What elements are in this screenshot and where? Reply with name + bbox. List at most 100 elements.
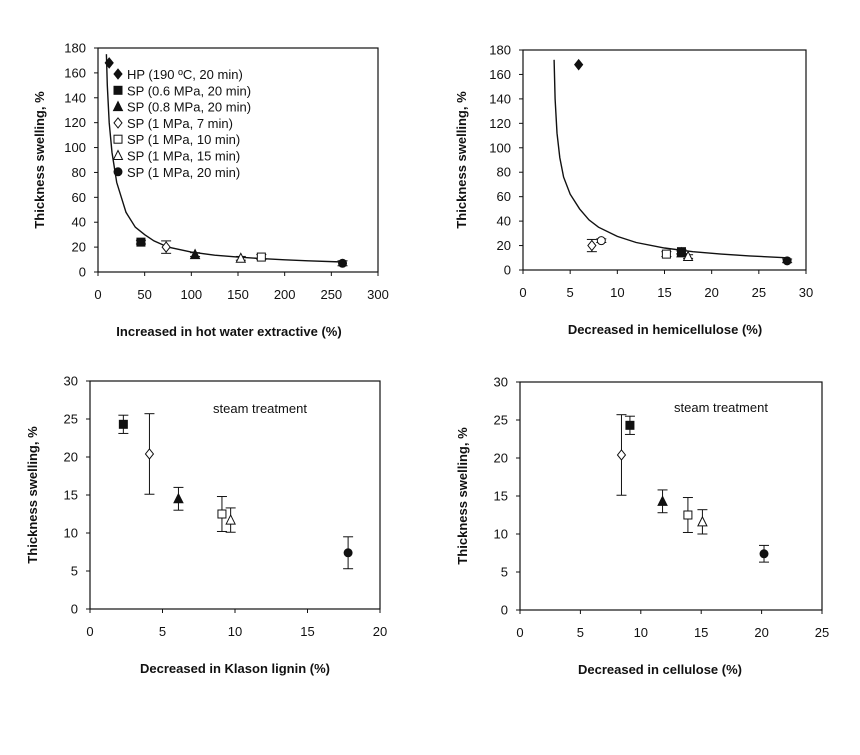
legend-marker [112, 100, 124, 112]
legend-label: SP (1 MPa, 10 min) [127, 132, 240, 147]
y-tick-label: 0 [71, 602, 78, 617]
y-tick-label: 100 [64, 140, 86, 155]
legend-marker [113, 167, 123, 177]
chart-cellulose: 0 5 10 15 20 25 0 5 10 15 20 25 30 Decreased in cellu… [455, 375, 829, 678]
x-tick-label: 0 [86, 624, 93, 639]
data-point [697, 515, 708, 527]
y-tick-label: 25 [494, 413, 508, 428]
y-axis-label: Thickness swelling, % [25, 426, 40, 564]
y-tick-label: 180 [489, 43, 511, 58]
x-axis-label: Decreased in Klason lignin (%) [140, 661, 330, 676]
data-point [136, 237, 146, 247]
data-point [343, 548, 353, 558]
data-point [256, 252, 266, 262]
y-tick-label: 25 [64, 412, 78, 427]
legend-label: SP (1 MPa, 20 min) [127, 165, 240, 180]
x-tick-label: 10 [610, 285, 624, 300]
y-tick-label: 120 [64, 115, 86, 130]
x-tick-label: 5 [577, 625, 584, 640]
x-tick-label: 50 [137, 287, 151, 302]
data-point [104, 57, 114, 69]
x-tick-label: 300 [367, 287, 389, 302]
y-tick-label: 40 [72, 215, 86, 230]
y-tick-label: 15 [64, 488, 78, 503]
y-tick-label: 60 [497, 189, 511, 204]
x-tick-label: 20 [373, 624, 387, 639]
y-tick-label: 140 [489, 91, 511, 106]
annotation-label: steam treatment [213, 401, 307, 416]
y-tick-label: 100 [489, 140, 511, 155]
legend-label: SP (0.8 MPa, 20 min) [127, 100, 251, 115]
data-point [661, 249, 671, 259]
data-point [189, 248, 201, 260]
x-tick-label: 200 [274, 287, 296, 302]
legend-marker [113, 117, 123, 129]
x-tick-label: 250 [320, 287, 342, 302]
y-tick-label: 10 [494, 527, 508, 542]
x-tick-label: 0 [516, 625, 523, 640]
x-tick-label: 25 [752, 285, 766, 300]
y-tick-label: 80 [497, 165, 511, 180]
data-point [759, 549, 769, 559]
y-tick-label: 20 [494, 451, 508, 466]
y-tick-label: 180 [64, 41, 86, 56]
x-tick-label: 25 [815, 625, 829, 640]
data-point [338, 258, 348, 268]
y-tick-label: 30 [64, 374, 78, 389]
x-tick-label: 30 [799, 285, 813, 300]
y-axis-label: Thickness swelling, % [454, 91, 469, 229]
y-tick-label: 140 [64, 90, 86, 105]
legend-marker [113, 134, 123, 144]
data-point [161, 241, 171, 253]
x-tick-label: 5 [567, 285, 574, 300]
legend-label: SP (0.6 MPa, 20 min) [127, 83, 251, 98]
data-point [625, 420, 635, 430]
y-tick-label: 15 [494, 489, 508, 504]
x-axis-label: Increased in hot water extractive (%) [116, 324, 341, 339]
legend-label: SP (1 MPa, 15 min) [127, 149, 240, 164]
legend-marker [112, 149, 124, 160]
y-axis-label: Thickness swelling, % [32, 91, 47, 229]
fit-curve [105, 54, 343, 263]
chart-hemicellulose: 0 5 10 15 20 25 30 0 20 40 60 80 100 120 140 160 180 Decr… [454, 43, 813, 338]
data-point [657, 495, 668, 506]
data-point [225, 513, 236, 525]
data-point [574, 58, 584, 71]
fit-curve [553, 59, 788, 259]
x-tick-label: 15 [300, 624, 314, 639]
chart-klason-lignin: 0 5 10 15 20 0 5 10 15 20 25 30 Decreased in Klason … [25, 374, 387, 677]
x-tick-label: 10 [634, 625, 648, 640]
y-tick-label: 30 [494, 375, 508, 390]
x-tick-label: 150 [227, 287, 249, 302]
data-point [616, 449, 627, 461]
x-tick-label: 0 [519, 285, 526, 300]
data-point [782, 256, 792, 266]
y-tick-label: 60 [72, 190, 86, 205]
y-tick-label: 5 [71, 564, 78, 579]
x-tick-label: 20 [704, 285, 718, 300]
x-tick-label: 10 [228, 624, 242, 639]
data-point [596, 236, 606, 246]
x-tick-label: 0 [94, 287, 101, 302]
y-tick-label: 160 [64, 65, 86, 80]
legend-label: HP (190 ºC, 20 min) [127, 67, 243, 82]
y-tick-label: 0 [504, 263, 511, 278]
x-tick-label: 15 [657, 285, 671, 300]
plot-frame [522, 49, 807, 271]
x-tick-label: 15 [694, 625, 708, 640]
data-point [683, 510, 693, 520]
y-tick-label: 20 [72, 240, 86, 255]
data-point [682, 250, 694, 262]
data-point [587, 239, 597, 252]
x-axis-label: Decreased in cellulose (%) [578, 662, 742, 677]
y-tick-label: 20 [64, 450, 78, 465]
x-tick-label: 5 [159, 624, 166, 639]
data-point [144, 448, 155, 460]
data-point [118, 419, 128, 429]
x-tick-label: 20 [754, 625, 768, 640]
y-tick-label: 10 [64, 526, 78, 541]
legend-marker [113, 68, 123, 80]
y-axis-label: Thickness swelling, % [455, 427, 470, 565]
y-tick-label: 0 [501, 603, 508, 618]
